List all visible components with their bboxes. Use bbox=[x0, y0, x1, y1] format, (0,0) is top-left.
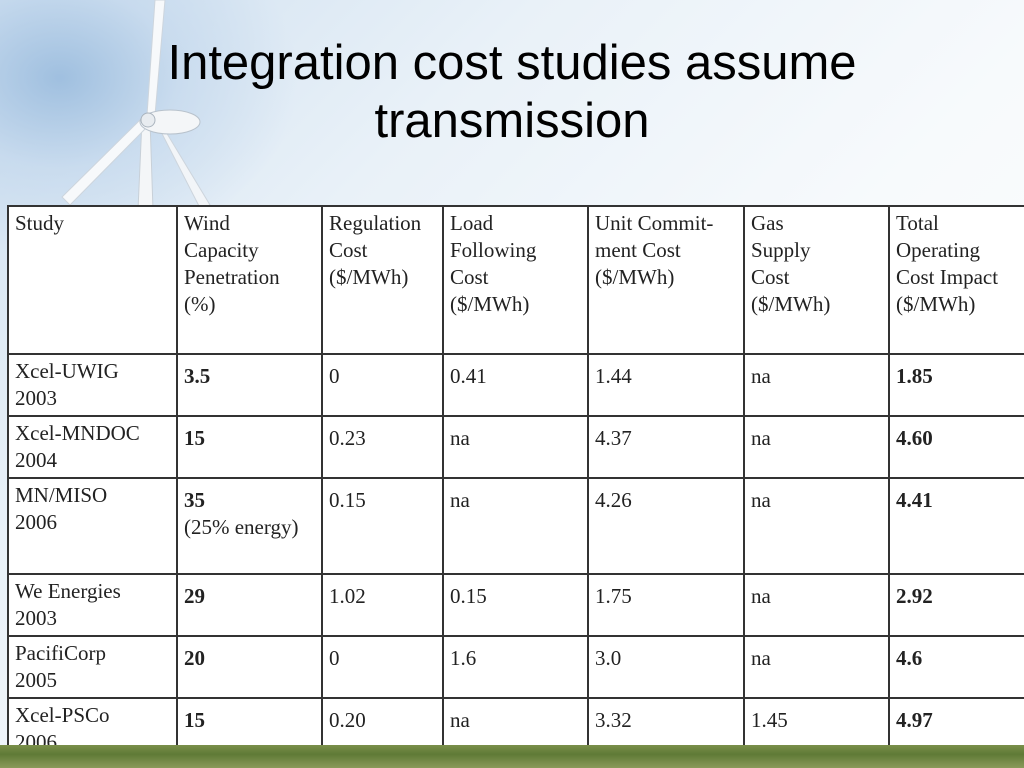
header-text: Wind bbox=[184, 211, 230, 235]
table-row: Xcel-UWIG 2003 3.5 0 0.41 1.44 na 1.85 bbox=[7, 353, 1024, 417]
header-text: ment Cost bbox=[595, 238, 681, 262]
header-text: Cost bbox=[751, 265, 790, 289]
cell-study: PacifiCorp 2005 bbox=[7, 635, 178, 699]
cell-regulation: 0.15 bbox=[321, 477, 444, 575]
study-year: 2004 bbox=[15, 448, 57, 472]
study-name: Xcel-UWIG bbox=[15, 359, 119, 383]
study-name: Xcel-PSCo bbox=[15, 703, 110, 727]
header-text: Capacity bbox=[184, 238, 259, 262]
header-gas-supply: Gas Supply Cost ($/MWh) bbox=[743, 205, 890, 355]
study-year: 2003 bbox=[15, 606, 57, 630]
header-text: Penetration bbox=[184, 265, 280, 289]
wind-note: (25% energy) bbox=[184, 515, 299, 539]
table-header-row: Study Wind Capacity Penetration (%) Regu… bbox=[7, 205, 1024, 355]
header-text: ($/MWh) bbox=[595, 265, 675, 289]
header-text: ($/MWh) bbox=[450, 292, 530, 316]
study-name: PacifiCorp bbox=[15, 641, 106, 665]
cell-study: Xcel-UWIG 2003 bbox=[7, 353, 178, 417]
cell-regulation: 0 bbox=[321, 635, 444, 699]
header-text: ($/MWh) bbox=[896, 292, 976, 316]
cell-load-following: na bbox=[442, 477, 589, 575]
cell-study: MN/MISO 2006 bbox=[7, 477, 178, 575]
table-row: MN/MISO 2006 35 (25% energy) 0.15 na 4.26 … bbox=[7, 477, 1024, 575]
cell-total: 4.60 bbox=[888, 415, 1024, 479]
header-text: Regulation bbox=[329, 211, 422, 235]
header-text: Load bbox=[450, 211, 494, 235]
cell-wind: 35 (25% energy) bbox=[176, 477, 323, 575]
cell-gas-supply: na bbox=[743, 477, 890, 575]
header-text: Cost bbox=[329, 238, 368, 262]
cell-gas-supply: na bbox=[743, 415, 890, 479]
header-text: Gas bbox=[751, 211, 784, 235]
cell-gas-supply: na bbox=[743, 635, 890, 699]
header-text: Cost bbox=[450, 265, 489, 289]
cell-total: 2.92 bbox=[888, 573, 1024, 637]
header-text: (%) bbox=[184, 292, 216, 316]
grass-strip bbox=[0, 745, 1024, 768]
header-text: Total bbox=[896, 211, 939, 235]
cell-total: 1.85 bbox=[888, 353, 1024, 417]
cell-regulation: 0 bbox=[321, 353, 444, 417]
cell-regulation: 0.23 bbox=[321, 415, 444, 479]
table-row: We Energies 2003 29 1.02 0.15 1.75 na 2.9… bbox=[7, 573, 1024, 637]
table-row: Xcel-MNDOC 2004 15 0.23 na 4.37 na 4.60 bbox=[7, 415, 1024, 479]
cell-unit-commitment: 1.44 bbox=[587, 353, 745, 417]
header-regulation-cost: Regulation Cost ($/MWh) bbox=[321, 205, 444, 355]
cell-unit-commitment: 1.75 bbox=[587, 573, 745, 637]
cell-unit-commitment: 3.0 bbox=[587, 635, 745, 699]
cell-wind: 20 bbox=[176, 635, 323, 699]
study-year: 2005 bbox=[15, 668, 57, 692]
study-name: We Energies bbox=[15, 579, 121, 603]
cell-wind: 3.5 bbox=[176, 353, 323, 417]
cell-total: 4.41 bbox=[888, 477, 1024, 575]
cell-gas-supply: na bbox=[743, 353, 890, 417]
cell-gas-supply: na bbox=[743, 573, 890, 637]
header-total-operating: Total Operating Cost Impact ($/MWh) bbox=[888, 205, 1024, 355]
integration-cost-table: Study Wind Capacity Penetration (%) Regu… bbox=[7, 205, 1024, 761]
header-study: Study bbox=[7, 205, 178, 355]
header-text: Supply bbox=[751, 238, 811, 262]
cell-total: 4.6 bbox=[888, 635, 1024, 699]
table-row: PacifiCorp 2005 20 0 1.6 3.0 na 4.6 bbox=[7, 635, 1024, 699]
header-unit-commitment: Unit Commit- ment Cost ($/MWh) bbox=[587, 205, 745, 355]
title-line-1: Integration cost studies assume bbox=[167, 36, 857, 90]
header-wind-capacity: Wind Capacity Penetration (%) bbox=[176, 205, 323, 355]
cell-load-following: 1.6 bbox=[442, 635, 589, 699]
header-text: Study bbox=[15, 211, 65, 235]
header-text: Operating bbox=[896, 238, 980, 262]
header-text: ($/MWh) bbox=[751, 292, 831, 316]
wind-turbine-icon bbox=[61, 0, 211, 210]
title-line-2: transmission bbox=[374, 94, 650, 148]
study-name: Xcel-MNDOC bbox=[15, 421, 140, 445]
header-text: Cost Impact bbox=[896, 265, 999, 289]
header-load-following: Load Following Cost ($/MWh) bbox=[442, 205, 589, 355]
cell-study: We Energies 2003 bbox=[7, 573, 178, 637]
cell-load-following: 0.41 bbox=[442, 353, 589, 417]
cell-unit-commitment: 4.37 bbox=[587, 415, 745, 479]
wind-value: 35 bbox=[184, 488, 205, 512]
cell-load-following: 0.15 bbox=[442, 573, 589, 637]
study-name: MN/MISO bbox=[15, 483, 108, 507]
cell-wind: 15 bbox=[176, 415, 323, 479]
header-text: Unit Commit- bbox=[595, 211, 714, 235]
header-text: ($/MWh) bbox=[329, 265, 409, 289]
cell-unit-commitment: 4.26 bbox=[587, 477, 745, 575]
cell-regulation: 1.02 bbox=[321, 573, 444, 637]
cost-table-container: Study Wind Capacity Penetration (%) Regu… bbox=[7, 205, 1024, 761]
header-text: Following bbox=[450, 238, 537, 262]
cell-wind: 29 bbox=[176, 573, 323, 637]
cell-study: Xcel-MNDOC 2004 bbox=[7, 415, 178, 479]
cell-load-following: na bbox=[442, 415, 589, 479]
slide-title: Integration cost studies assume transmis… bbox=[0, 34, 1024, 150]
study-year: 2003 bbox=[15, 386, 57, 410]
study-year: 2006 bbox=[15, 510, 57, 534]
